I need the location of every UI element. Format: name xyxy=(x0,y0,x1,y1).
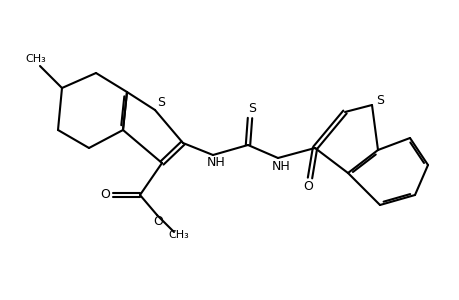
Text: O: O xyxy=(302,181,312,194)
Text: S: S xyxy=(157,95,165,109)
Text: NH: NH xyxy=(206,157,225,169)
Text: S: S xyxy=(375,94,383,106)
Text: NH: NH xyxy=(271,160,290,173)
Text: O: O xyxy=(100,188,110,202)
Text: CH₃: CH₃ xyxy=(26,54,46,64)
Text: S: S xyxy=(247,103,256,116)
Text: O: O xyxy=(153,215,162,229)
Text: CH₃: CH₃ xyxy=(168,230,189,240)
